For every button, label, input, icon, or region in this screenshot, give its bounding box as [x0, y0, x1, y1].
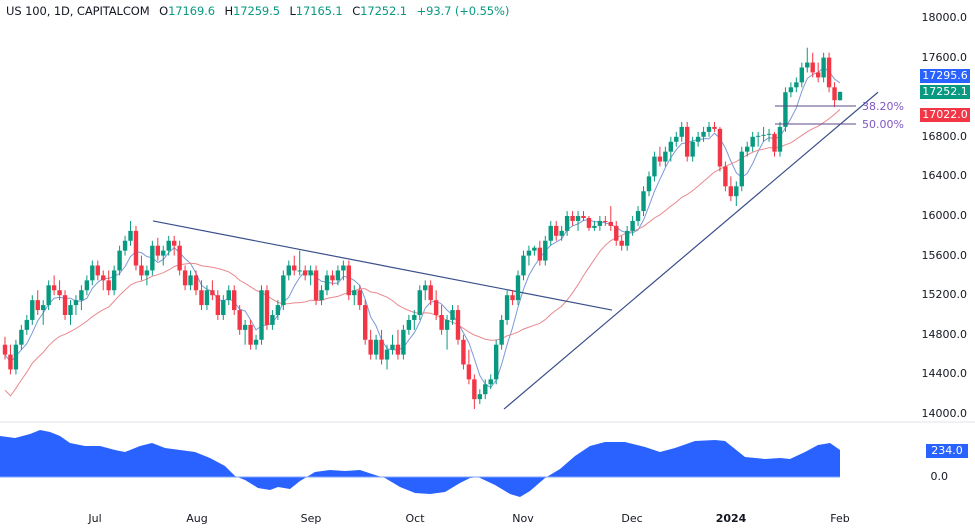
price-tick-label: 14800.0: [921, 327, 968, 341]
close-value: 17252.1: [360, 4, 408, 18]
symbol-header: US 100, 1D, CAPITALCOM O17169.6 H17259.5…: [6, 4, 509, 18]
oscillator-value-badge: 234.0: [926, 444, 968, 458]
oscillator-pane: [0, 430, 840, 497]
fib-500-label: 50.00%: [862, 118, 904, 131]
oscillator-zero-label: 0.0: [930, 470, 949, 483]
price-tick-label: 17600.0: [921, 50, 968, 64]
price-tick-label: 15200.0: [921, 288, 968, 302]
time-tick-label: Oct: [405, 512, 425, 525]
symbol-title: US 100, 1D, CAPITALCOM: [6, 4, 150, 18]
price-tick-label: 14000.0: [921, 407, 968, 420]
price-tick-label: 16800.0: [921, 129, 968, 143]
time-tick-label: Sep: [300, 512, 322, 525]
price-tick-label: 18000.0: [921, 11, 968, 24]
open-label: O: [159, 4, 169, 18]
open-value: 17169.6: [168, 4, 215, 18]
low-label: L: [289, 4, 296, 18]
time-tick-label: Dec: [621, 512, 643, 525]
time-tick-label: Feb: [830, 512, 850, 525]
time-tick-label: Nov: [512, 512, 534, 525]
price-tick-label: 15600.0: [921, 248, 968, 262]
time-tick-label: Aug: [186, 512, 208, 525]
ma-fast-badge: 17295.6: [920, 69, 970, 83]
last-price-badge: 17252.1: [920, 85, 970, 99]
trendlines[interactable]: [152, 91, 879, 410]
high-label: H: [224, 4, 234, 18]
time-tick-label: 2024: [715, 512, 747, 525]
price-tick-label: 14400.0: [921, 367, 968, 381]
time-tick-label: Jul: [88, 512, 102, 525]
candlesticks: [2, 47, 843, 410]
fibonacci-levels[interactable]: [775, 105, 856, 125]
high-value: 17259.5: [233, 4, 280, 18]
fib-382-label: 38.20%: [862, 100, 904, 113]
low-value: 17165.1: [295, 4, 343, 18]
price-tick-label: 16400.0: [921, 169, 968, 183]
close-label: C: [352, 4, 361, 18]
change-value: +93.7 (+0.55%): [416, 4, 510, 18]
ma-slow-badge: 17022.0: [920, 108, 970, 122]
moving-averages: [4, 66, 841, 397]
price-tick-label: 16000.0: [921, 209, 968, 222]
